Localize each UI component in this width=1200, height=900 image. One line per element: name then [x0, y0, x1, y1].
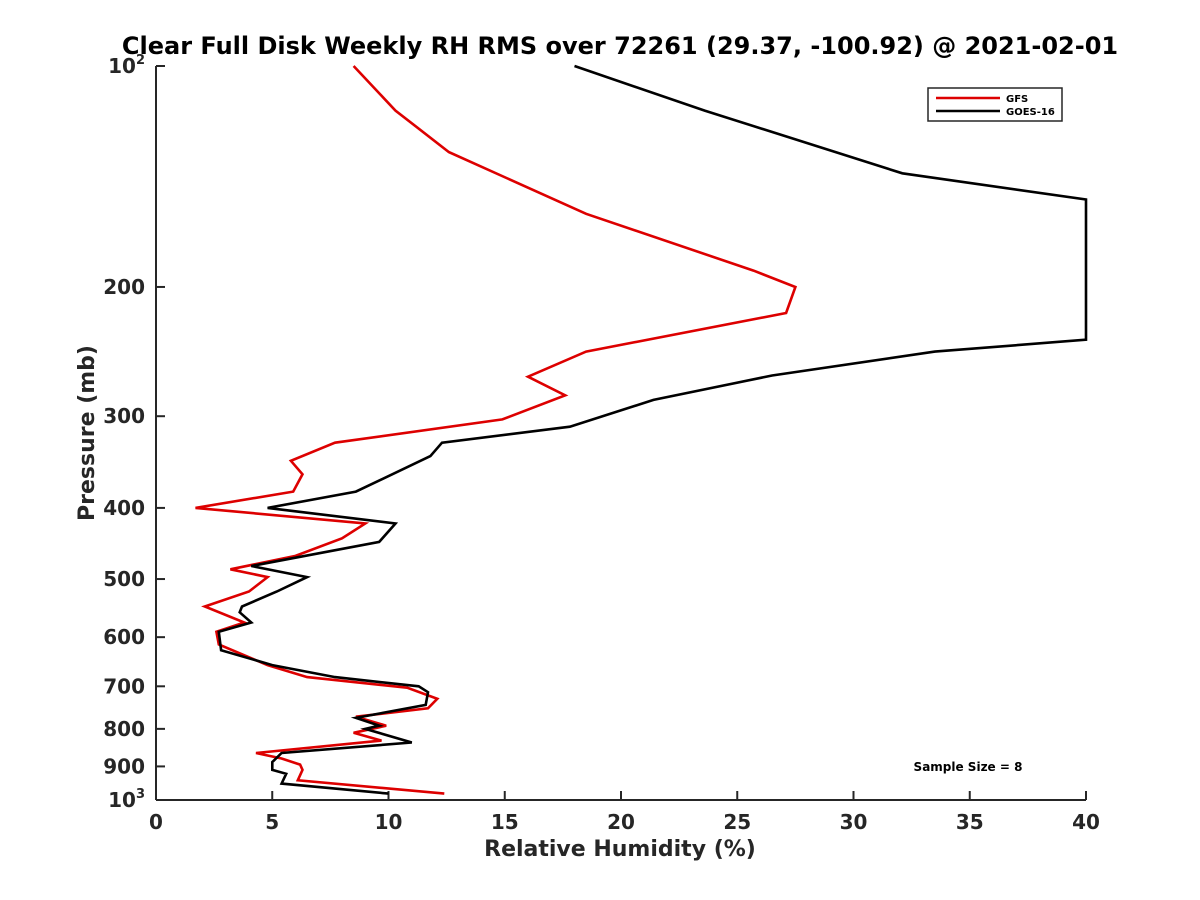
- y-tick-label-exponent: 3: [136, 787, 145, 802]
- y-tick-label: 700: [103, 674, 145, 698]
- series-line-gfs: [195, 65, 798, 795]
- legend-box: [927, 87, 1063, 122]
- x-tick-label: 35: [956, 810, 984, 834]
- y-tick-label: 500: [103, 567, 145, 591]
- y-tick-label: 800: [103, 717, 145, 741]
- x-tick-label: 15: [491, 810, 519, 834]
- y-tick-label: 102: [108, 53, 145, 78]
- legend: GFS GOES-16: [927, 87, 1063, 122]
- y-tick-label-base: 10: [108, 788, 136, 812]
- y-tick-label-base: 400: [103, 496, 145, 520]
- x-tick-label: 5: [265, 810, 279, 834]
- sample-size-annotation: Sample Size = 8: [914, 760, 1023, 774]
- chart-title: Clear Full Disk Weekly RH RMS over 72261…: [122, 32, 1118, 60]
- y-tick-label-base: 900: [103, 754, 145, 778]
- x-tick-label: 40: [1072, 810, 1100, 834]
- x-tick-label: 25: [723, 810, 751, 834]
- x-tick-label: 30: [840, 810, 868, 834]
- x-tick-label: 0: [149, 810, 163, 834]
- series-layer: [195, 64, 1088, 795]
- y-tick-label: 103: [108, 787, 145, 812]
- y-tick-label: 600: [103, 625, 145, 649]
- y-tick-label-base: 500: [103, 567, 145, 591]
- x-tick-label: 10: [375, 810, 403, 834]
- y-tick-label-base: 600: [103, 625, 145, 649]
- y-tick-label-base: 200: [103, 275, 145, 299]
- y-tick-label-exponent: 2: [136, 53, 145, 68]
- axes: 0 5 10 15 20 25 30 35 40102200300400500600700800…: [103, 53, 1100, 834]
- y-tick-label: 900: [103, 754, 145, 778]
- y-tick-label-base: 300: [103, 404, 145, 428]
- y-tick-label: 400: [103, 496, 145, 520]
- x-tick-label: 20: [607, 810, 635, 834]
- x-axis-label: Relative Humidity (%): [484, 837, 756, 862]
- series-line-goes-16: [217, 64, 1088, 795]
- y-tick-label: 300: [103, 404, 145, 428]
- y-tick-label-base: 700: [103, 674, 145, 698]
- legend-label: GOES-16: [1006, 107, 1055, 118]
- y-tick-label-base: 10: [108, 54, 136, 78]
- legend-label: GFS: [1006, 94, 1028, 105]
- y-tick-label: 200: [103, 275, 145, 299]
- y-tick-label-base: 800: [103, 717, 145, 741]
- y-axis-label: Pressure (mb): [75, 345, 100, 521]
